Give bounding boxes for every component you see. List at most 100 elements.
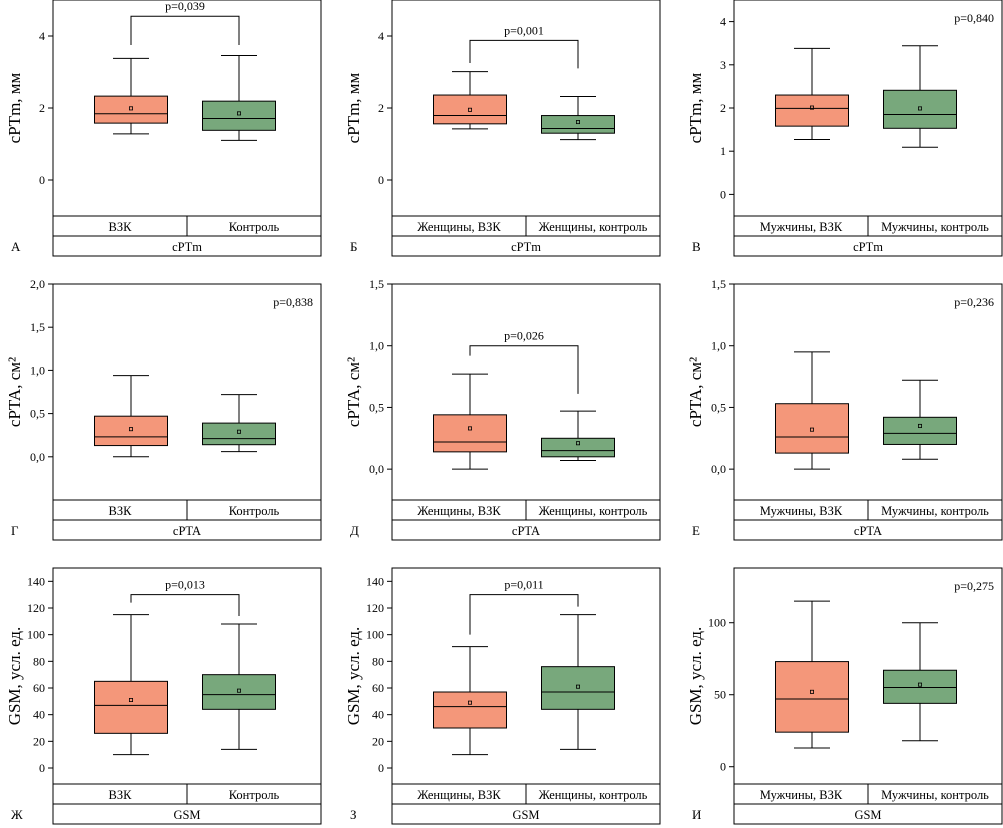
panel-6: 0,0 0,5 1,0 1,5 cPTA, см² Мужчины, ВЗК Мужчины… xyxy=(686,277,1003,541)
category-label: Женщины, ВЗК xyxy=(417,504,501,518)
panel-letter: Д xyxy=(350,523,359,538)
y-tick-label: 80 xyxy=(33,654,45,668)
y-tick-label: 1,5 xyxy=(30,320,45,334)
group-strip xyxy=(52,803,322,825)
p-value-label: p=0,275 xyxy=(954,579,994,593)
y-tick-label: 0 xyxy=(39,761,45,775)
mean-marker xyxy=(128,106,133,111)
category-label: Женщины, ВЗК xyxy=(417,788,501,802)
box-iqr xyxy=(94,680,168,734)
y-tick-label: 140 xyxy=(27,574,45,588)
mean-marker xyxy=(576,441,581,446)
mean-marker xyxy=(128,698,133,703)
category-label: ВЗК xyxy=(109,220,133,234)
group-label: GSM xyxy=(854,808,881,822)
box-iqr xyxy=(883,669,957,704)
panel-7: 0 20 40 60 80 100 120 140 GSM, усл. ед. ВЗК Контро… xyxy=(5,567,322,825)
category-label: Мужчины, контроль xyxy=(881,504,989,518)
significance-bracket xyxy=(130,594,240,616)
group-strip xyxy=(391,803,661,825)
plot-frame xyxy=(733,567,1003,785)
y-tick-label: 0 xyxy=(39,173,45,187)
plot-frame xyxy=(391,567,661,785)
plot-frame xyxy=(52,283,322,501)
y-tick-label: 140 xyxy=(366,574,384,588)
mean-marker xyxy=(128,427,133,432)
box-control xyxy=(541,614,615,750)
panel-letter: А xyxy=(11,239,21,254)
box-patient xyxy=(94,375,168,458)
significance-bracket xyxy=(469,345,579,394)
box-patient xyxy=(775,351,849,470)
panel-letter: Г xyxy=(11,523,19,538)
y-axis-label: cPTm, мм xyxy=(686,72,705,143)
group-strip xyxy=(52,519,322,541)
panel-letter: И xyxy=(692,807,701,822)
p-value-label: p=0,840 xyxy=(954,11,994,25)
plot-frame xyxy=(52,567,322,785)
plot-frame xyxy=(733,0,1003,217)
y-axis-label: cPTm, мм xyxy=(344,72,363,143)
panel-1: 0 2 4 cPTm, мм ВЗК Контроль cPTm Аp=0,039 xyxy=(5,0,322,257)
category-label: Контроль xyxy=(229,788,280,802)
plot-frame xyxy=(391,283,661,501)
group-strip xyxy=(733,519,1003,541)
box-patient xyxy=(433,646,507,756)
box-iqr xyxy=(202,422,276,446)
panel-2: 0 2 4 cPTm, мм Женщины, ВЗК Женщины, контроль… xyxy=(344,0,661,257)
y-axis-label: GSM, усл. ед. xyxy=(5,627,24,726)
box-control xyxy=(883,45,957,148)
group-strip xyxy=(391,235,661,257)
y-tick-label: 0 xyxy=(720,187,726,201)
panel-letter: Б xyxy=(350,239,357,254)
panel-8: 0 20 40 60 80 100 120 140 GSM, усл. ед. Женщины, … xyxy=(344,567,661,825)
y-tick-label: 0 xyxy=(378,761,384,775)
box-patient xyxy=(94,614,168,756)
category-label: ВЗК xyxy=(109,504,133,518)
y-tick-label: 1,5 xyxy=(711,277,726,291)
category-label: Женщины, контроль xyxy=(539,788,648,802)
category-label: Контроль xyxy=(229,220,280,234)
mean-marker xyxy=(467,700,472,705)
box-iqr xyxy=(433,94,507,125)
y-tick-label: 120 xyxy=(366,601,384,615)
group-label: cPTA xyxy=(854,524,882,538)
plot-frame xyxy=(733,283,1003,501)
y-tick-label: 60 xyxy=(372,681,384,695)
y-tick-label: 0,0 xyxy=(30,450,45,464)
category-label: Мужчины, контроль xyxy=(881,220,989,234)
mean-marker xyxy=(576,684,581,689)
y-tick-label: 100 xyxy=(708,616,726,630)
group-label: cPTA xyxy=(173,524,201,538)
box-iqr xyxy=(541,115,615,134)
y-tick-label: 2 xyxy=(720,101,726,115)
significance-bracket xyxy=(469,39,579,69)
y-axis-label: cPTA, см² xyxy=(5,357,24,427)
y-axis-label: cPTA, см² xyxy=(344,357,363,427)
panel-4: 0,0 0,5 1,0 1,5 2,0 cPTA, см² ВЗК Контроль cPTA Г… xyxy=(5,277,322,541)
category-label: ВЗК xyxy=(109,788,133,802)
y-tick-label: 2 xyxy=(378,101,384,115)
group-label: cPTm xyxy=(853,240,883,254)
box-control xyxy=(202,54,276,141)
panel-letter: В xyxy=(692,239,701,254)
box-iqr xyxy=(775,94,849,127)
mean-marker xyxy=(810,689,815,694)
box-iqr xyxy=(433,691,507,729)
category-label: Женщины, ВЗК xyxy=(417,220,501,234)
box-iqr xyxy=(433,414,507,453)
y-tick-label: 2 xyxy=(39,101,45,115)
p-value-label: p=0,001 xyxy=(504,23,544,37)
category-label: Мужчины, ВЗК xyxy=(760,504,843,518)
category-label: Женщины, контроль xyxy=(539,504,648,518)
mean-marker xyxy=(918,682,923,687)
p-value-label: p=0,011 xyxy=(504,578,543,592)
category-label: Мужчины, контроль xyxy=(881,788,989,802)
y-tick-label: 1,0 xyxy=(369,339,384,353)
y-axis-label: cPTm, мм xyxy=(5,72,24,143)
box-control xyxy=(883,622,957,742)
panel-3: 0 1 2 3 4 cPTm, мм Мужчины, ВЗК Мужчины, контро… xyxy=(686,0,1003,257)
group-label: cPTm xyxy=(172,240,202,254)
y-tick-label: 4 xyxy=(39,29,45,43)
